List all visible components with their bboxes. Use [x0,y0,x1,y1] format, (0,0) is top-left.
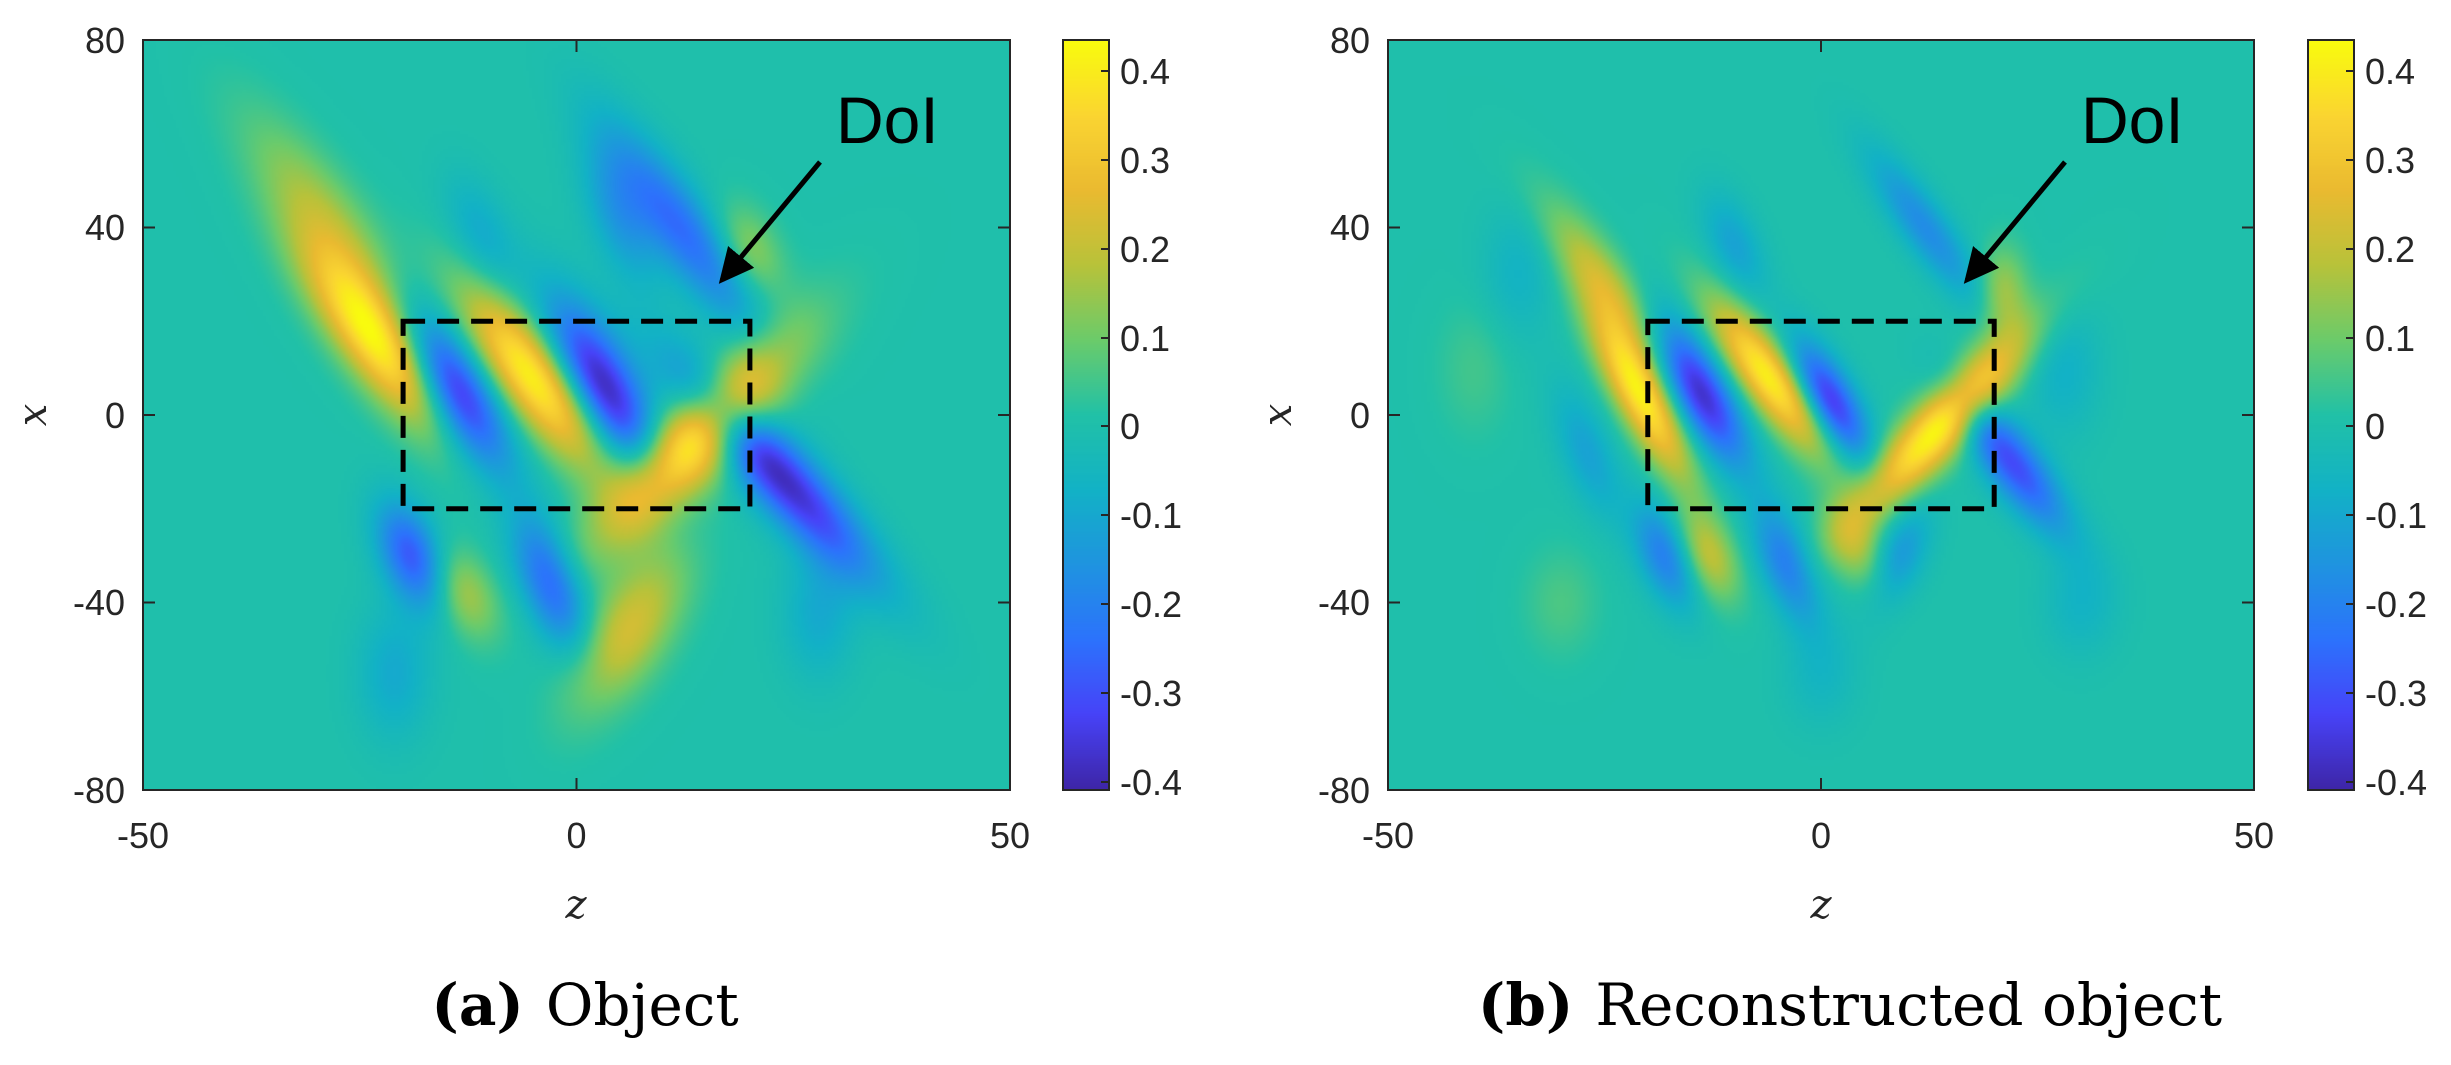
heatmap-reconstructed [1388,40,2254,790]
colorbar-frame [1062,39,1110,791]
colorbar-tick-label: -0.1 [2365,495,2427,536]
colorbar-tick-label: 0.1 [2365,318,2415,359]
y-ticks [1388,39,2254,791]
doi-arrow [718,160,822,284]
y-tick-label: 0 [105,395,125,436]
colorbar [1063,40,1109,790]
doi-label: DoI [836,83,939,157]
y-ticks [143,39,1010,791]
colorbar-tick-label: 0.3 [1120,140,1170,181]
x-tick-label: 50 [2234,815,2274,856]
panel-object: 80 40 0 -40 -80 -50 0 50 z x DoI 0.4 0.3… [10,20,1182,1039]
colorbar-tick-label: -0.3 [1120,673,1182,714]
x-axis-label: z [564,882,587,928]
y-tick-label: 40 [1330,207,1370,248]
colorbar-tick-label: 0.3 [2365,140,2415,181]
colorbar [2308,40,2354,790]
y-tick-label: -40 [1318,582,1370,623]
colorbar-tick-label: -0.2 [1120,584,1182,625]
colorbar-ticks [2346,70,2354,783]
caption: (b) Reconstructed object [1478,971,2222,1039]
x-ticks [1387,40,2255,790]
colorbar-frame [2307,39,2355,791]
doi-label: DoI [2081,83,2184,157]
caption: (a) Object [431,971,738,1039]
y-tick-label: -40 [73,582,125,623]
colorbar-ticks [1101,70,1109,783]
y-axis-label: x [10,404,56,427]
x-tick-label: -50 [117,815,169,856]
colorbar-tick-label: -0.4 [2365,762,2427,803]
colorbar-tick-label: 0.4 [2365,51,2415,92]
doi-arrow [1963,160,2067,284]
panel-reconstructed-object: 80 40 0 -40 -80 -50 0 50 z x DoI 0.4 0.3… [1255,20,2427,1039]
y-axis-label: x [1255,404,1301,427]
heatmap-object [143,40,1010,790]
x-ticks [142,40,1011,790]
colorbar-tick-label: -0.3 [2365,673,2427,714]
doi-box [400,318,753,512]
doi-box [1645,318,1997,512]
y-tick-label: -80 [1318,770,1370,811]
colorbar-tick-label: -0.4 [1120,762,1182,803]
x-tick-label: 50 [990,815,1030,856]
x-tick-label: -50 [1362,815,1414,856]
y-tick-label: 80 [1330,20,1370,61]
x-tick-label: 0 [1811,815,1831,856]
x-axis-label: z [1809,882,1832,928]
y-tick-label: 80 [85,20,125,61]
colorbar-tick-label: 0.2 [1120,229,1170,270]
y-tick-label: 40 [85,207,125,248]
colorbar-tick-label: 0.4 [1120,51,1170,92]
colorbar-tick-label: -0.2 [2365,584,2427,625]
x-tick-label: 0 [566,815,586,856]
colorbar-tick-label: 0 [2365,406,2385,447]
colorbar-tick-label: 0.2 [2365,229,2415,270]
y-tick-label: 0 [1350,395,1370,436]
colorbar-tick-label: 0 [1120,406,1140,447]
colorbar-tick-label: -0.1 [1120,495,1182,536]
colorbar-tick-label: 0.1 [1120,318,1170,359]
y-tick-label: -80 [73,770,125,811]
